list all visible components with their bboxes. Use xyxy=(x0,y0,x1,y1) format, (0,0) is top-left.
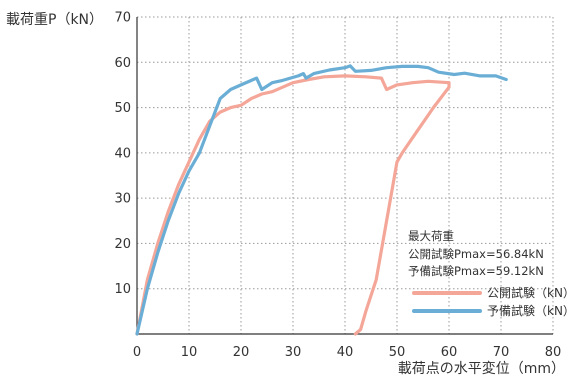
grid-lines xyxy=(137,16,554,334)
annotation-heading: 最大荷重 xyxy=(408,229,454,243)
x-tick-label-8: 80 xyxy=(545,345,562,360)
y-tick-label-2: 30 xyxy=(114,192,131,207)
y-tick-label-6: 70 xyxy=(114,11,131,26)
legend-label-preliminary: 予備試験（kN） xyxy=(487,303,569,318)
x-axis-title: 載荷点の水平変位（mm） xyxy=(398,360,565,377)
x-tick-label-7: 70 xyxy=(493,345,510,360)
series-line-1 xyxy=(135,64,508,336)
x-tick-label-6: 60 xyxy=(441,345,458,360)
x-tick-label-0: 0 xyxy=(133,345,141,360)
legend: 公開試験（kN） 予備試験（kN） xyxy=(412,285,569,318)
y-tick-label-0: 10 xyxy=(114,282,131,297)
y-tick-label-3: 40 xyxy=(114,146,131,161)
x-tick-label-3: 30 xyxy=(285,345,302,360)
series-line-0 xyxy=(135,74,451,336)
x-tick-label-4: 40 xyxy=(337,345,354,360)
y-tick-label-1: 20 xyxy=(114,237,131,252)
annotation-line-2: 予備試験Pmax=59.12kN xyxy=(408,264,544,278)
x-tick-label-2: 20 xyxy=(233,345,250,360)
annotation-line-1: 公開試験Pmax=56.84kN xyxy=(408,247,544,261)
y-axis-title: 載荷重P（kN） xyxy=(6,12,103,28)
tick-labels: 0 10 20 30 40 50 60 70 80 10 20 30 40 50 60 70 xyxy=(114,11,561,361)
x-tick-label-1: 10 xyxy=(181,345,198,360)
series-lines xyxy=(135,64,508,336)
legend-label-public: 公開試験（kN） xyxy=(487,285,569,300)
y-tick-label-5: 60 xyxy=(114,56,131,71)
annotation-box: 最大荷重 公開試験Pmax=56.84kN 予備試験Pmax=59.12kN xyxy=(408,229,544,278)
y-tick-label-4: 50 xyxy=(114,101,131,116)
axes xyxy=(136,17,553,335)
x-tick-label-5: 50 xyxy=(389,345,406,360)
